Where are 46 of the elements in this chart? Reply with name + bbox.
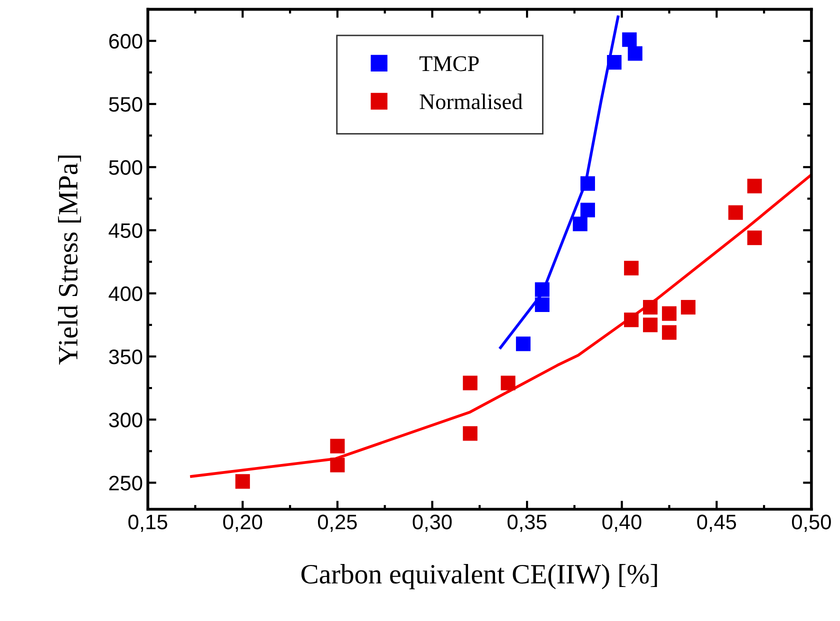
x-tick-label: 0,20 [223, 514, 262, 532]
point [642, 318, 658, 332]
point [330, 458, 345, 472]
y-tick-label: 500 [109, 160, 142, 175]
x-tick-label: 0,25 [318, 514, 357, 532]
legend-label: TMCP [420, 56, 479, 72]
point [680, 300, 696, 315]
y-tick-label: 550 [109, 96, 142, 112]
point [728, 205, 743, 220]
point [462, 376, 478, 390]
point [624, 260, 639, 276]
point [516, 336, 531, 352]
point [580, 202, 595, 218]
point [606, 55, 622, 70]
point [534, 282, 550, 297]
x-tick-label: 0,40 [602, 514, 642, 532]
point [662, 325, 677, 340]
point [572, 216, 588, 232]
point [747, 178, 762, 194]
point [500, 376, 516, 390]
point [747, 230, 762, 246]
line-series [190, 173, 812, 478]
x-tick-label: 0,15 [128, 514, 168, 532]
y-tick-label: 350 [109, 349, 142, 364]
y-tick-label: 450 [108, 223, 142, 238]
point [622, 32, 637, 47]
y-tick-label: 300 [109, 412, 142, 428]
legend-label: Normalised [420, 94, 522, 110]
x-tick-label: 0,35 [508, 514, 546, 532]
x-axis-title: Carbon equivalent CE(IIW) [%] [301, 564, 657, 590]
point [235, 474, 250, 489]
point [330, 438, 345, 454]
point [580, 176, 595, 191]
point [624, 312, 639, 328]
y-axis-title: Yield Stress [MPa] [58, 156, 82, 365]
point [534, 297, 550, 312]
point [642, 300, 658, 315]
x-tick-label: 0,50 [792, 514, 831, 532]
y-tick-label: 250 [109, 476, 142, 490]
point [628, 46, 642, 61]
point [662, 306, 677, 321]
x-tick-label: 0,30 [412, 514, 452, 532]
point [462, 426, 478, 441]
y-tick-label: 400 [108, 286, 142, 302]
y-tick-label: 600 [109, 34, 142, 49]
x-tick-label: 0,45 [697, 514, 736, 532]
